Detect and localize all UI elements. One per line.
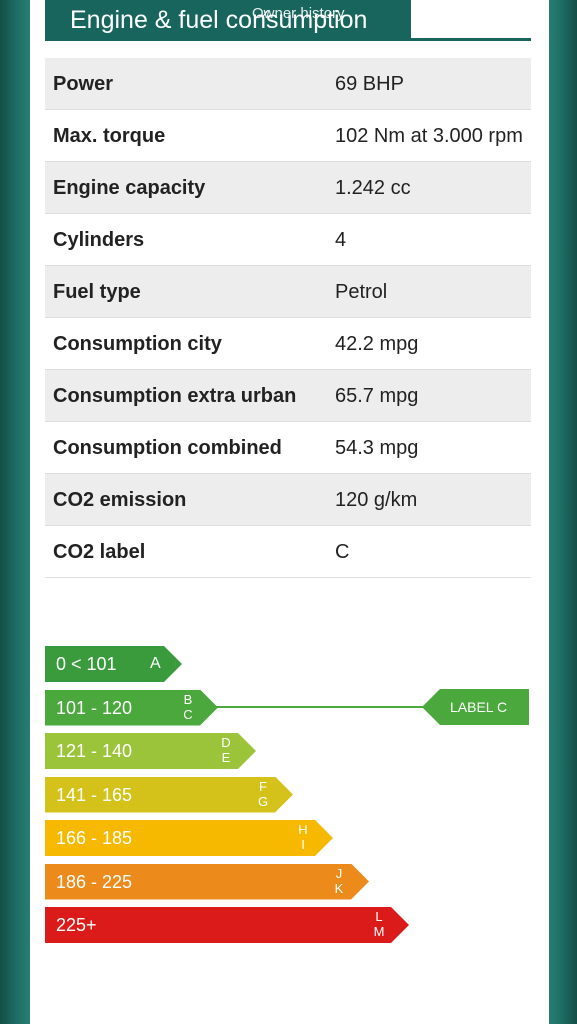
check-icon: ✓ — [259, 6, 271, 22]
spec-value: 1.242 cc — [319, 161, 531, 214]
section-title: Engine & fuel consumption — [70, 6, 368, 34]
spec-label: Power — [45, 58, 319, 110]
spec-row: Power 69 BHP — [45, 58, 531, 110]
energy-band-range: 101 - 120 — [56, 697, 133, 718]
header-underline — [45, 38, 531, 41]
energy-band-range: 186 - 225 — [56, 871, 133, 892]
spec-label: CO2 emission — [45, 473, 319, 526]
co2-label-badge-text: LABEL C — [450, 699, 508, 715]
background-right — [549, 0, 577, 1024]
spec-label: Consumption combined — [45, 421, 319, 474]
spec-value: 120 g/km — [319, 473, 531, 526]
energy-band: 166 - 185 H I — [45, 820, 333, 856]
co2-label-badge: LABEL C — [422, 689, 529, 725]
energy-band: 141 - 165 F G — [45, 776, 293, 813]
spec-label: Consumption city — [45, 317, 319, 370]
energy-band-range: 166 - 185 — [56, 828, 133, 848]
background-left — [0, 0, 30, 1024]
specs-table: Power 69 BHP Max. torque 102 Nm at 3.000 rp… — [45, 58, 531, 578]
energy-band: 225+ L M — [45, 907, 409, 943]
energy-band-range: 225+ — [56, 915, 97, 935]
spec-label: CO2 label — [45, 525, 319, 578]
energy-band: 101 - 120 B C — [45, 689, 218, 726]
owner-history-tab-overlay[interactable]: Owner history — [252, 5, 345, 22]
spec-label: Engine capacity — [45, 161, 319, 214]
label-connector-line — [215, 706, 430, 708]
energy-band-letter: A — [150, 655, 161, 672]
energy-band-range: 141 - 165 — [56, 784, 133, 805]
spec-row: Consumption combined 54.3 mpg — [45, 421, 531, 474]
section-header[interactable]: Engine & fuel consumption ✓ Owner histor… — [45, 0, 411, 41]
spec-row: Engine capacity 1.242 cc — [45, 161, 531, 214]
energy-band: 186 - 225 J K — [45, 863, 369, 900]
spec-label: Fuel type — [45, 265, 319, 318]
spec-row: CO2 emission 120 g/km — [45, 473, 531, 526]
spec-value: 4 — [319, 213, 531, 266]
spec-row: Fuel type Petrol — [45, 265, 531, 318]
spec-label: Max. torque — [45, 109, 319, 162]
co2-energy-label: 0 < 101 A 101 - 120 B C 121 - 140 D E 141 - 165 F… — [45, 646, 531, 946]
spec-label: Consumption extra urban — [45, 369, 319, 422]
spec-row: Consumption city 42.2 mpg — [45, 317, 531, 370]
spec-value: 65.7 mpg — [319, 369, 531, 422]
energy-band-range: 121 - 140 — [56, 741, 133, 761]
spec-row: CO2 label C — [45, 525, 531, 578]
spec-value: Petrol — [319, 265, 531, 318]
spec-value: 69 BHP — [319, 58, 531, 110]
energy-band: 121 - 140 D E — [45, 733, 256, 769]
spec-value: 42.2 mpg — [319, 317, 531, 370]
spec-row: Max. torque 102 Nm at 3.000 rpm — [45, 109, 531, 162]
spec-value: C — [319, 525, 531, 578]
spec-row: Consumption extra urban 65.7 mpg — [45, 369, 531, 422]
spec-label: Cylinders — [45, 213, 319, 266]
spec-value: 54.3 mpg — [319, 421, 531, 474]
spec-value: 102 Nm at 3.000 rpm — [319, 109, 531, 162]
spec-row: Cylinders 4 — [45, 213, 531, 266]
energy-band-range: 0 < 101 — [56, 654, 117, 674]
energy-band: 0 < 101 A — [45, 646, 182, 682]
